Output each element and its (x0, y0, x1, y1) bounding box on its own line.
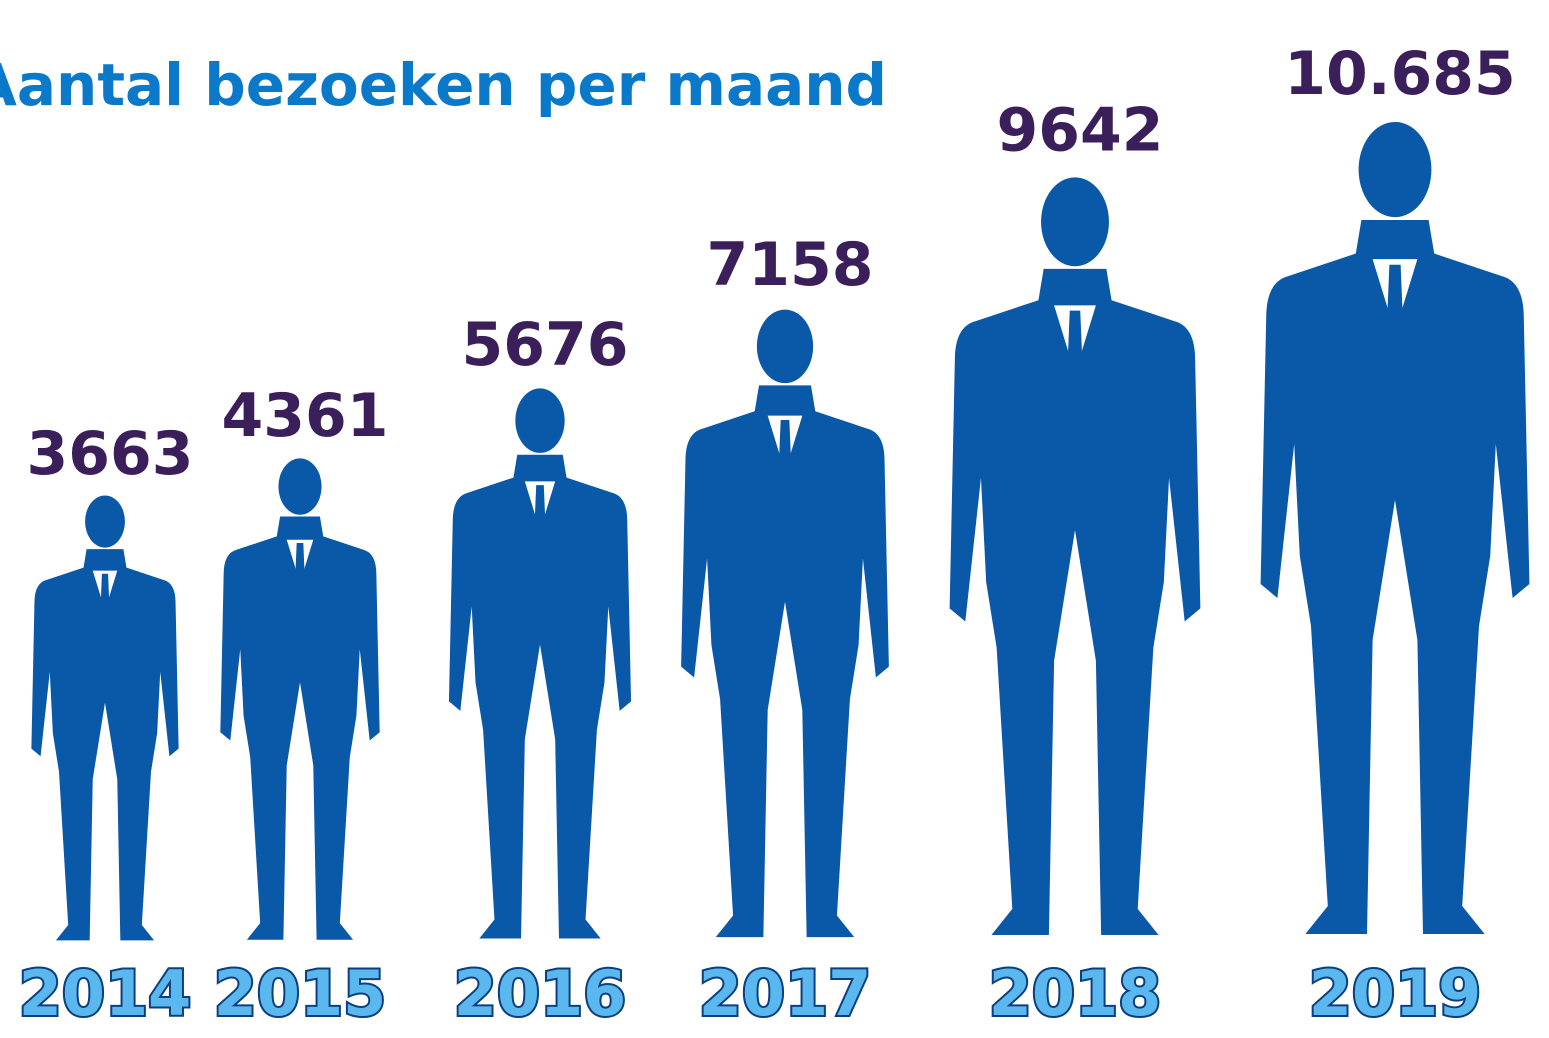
figure-head (515, 388, 565, 453)
figure-tie (778, 419, 792, 485)
figure-body (220, 516, 380, 940)
figure-body (949, 268, 1201, 935)
value-label: 9642 (997, 95, 1164, 165)
chart-title: Aantal bezoeken per maand (0, 51, 887, 119)
figure-body (31, 549, 179, 941)
figure-tie (534, 485, 546, 543)
x-tick-label: 2015 (214, 957, 387, 1030)
figure-body (1260, 219, 1530, 934)
x-tick-label: 2019 (1309, 957, 1482, 1030)
person-figure (681, 309, 889, 938)
figure-head (278, 458, 322, 515)
figure-head (1358, 121, 1432, 218)
x-tick-label: 2018 (989, 957, 1162, 1030)
figure-body (448, 454, 632, 939)
x-tick-label: 2016 (454, 957, 627, 1030)
figure-tie (1067, 310, 1083, 390)
value-label: 5676 (462, 310, 629, 380)
x-tick-label: 2014 (19, 957, 192, 1030)
figure-head (1041, 177, 1109, 267)
person-figure (31, 495, 179, 941)
figure-head (756, 309, 814, 384)
figure-tie (295, 543, 305, 593)
figure-tie (100, 573, 110, 620)
value-label: 3663 (27, 419, 194, 489)
person-figure (448, 388, 632, 939)
figure-head (85, 495, 125, 548)
value-label: 4361 (222, 381, 389, 451)
value-label: 7158 (707, 230, 874, 300)
figure-body (681, 385, 889, 938)
person-figure (949, 177, 1201, 935)
x-tick-label: 2017 (699, 957, 872, 1030)
person-figure (220, 458, 380, 940)
person-figure (1260, 121, 1530, 934)
value-label: 10.685 (1284, 39, 1516, 109)
figure-tie (1386, 264, 1404, 349)
